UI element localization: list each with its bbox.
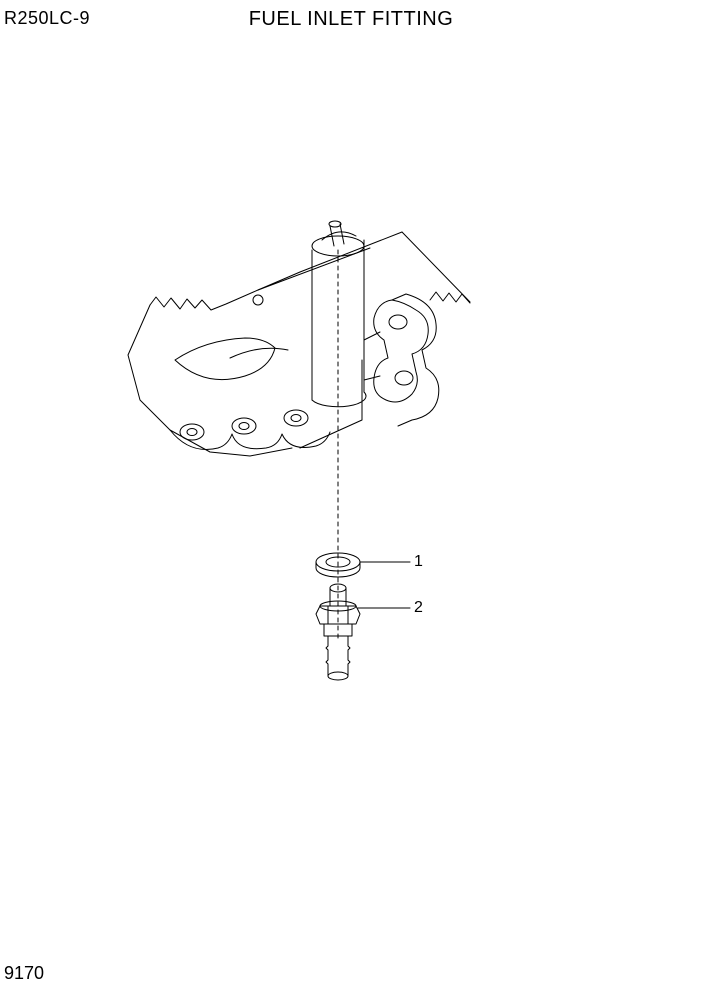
mounting-flange (364, 232, 470, 426)
callout-1-label: 1 (414, 553, 423, 571)
exploded-view-illustration (0, 0, 702, 992)
manifold-body-outline (128, 232, 402, 456)
parts-diagram-page: R250LC-9 FUEL INLET FITTING 9170 (0, 0, 702, 992)
callout-2-label: 2 (414, 599, 423, 617)
